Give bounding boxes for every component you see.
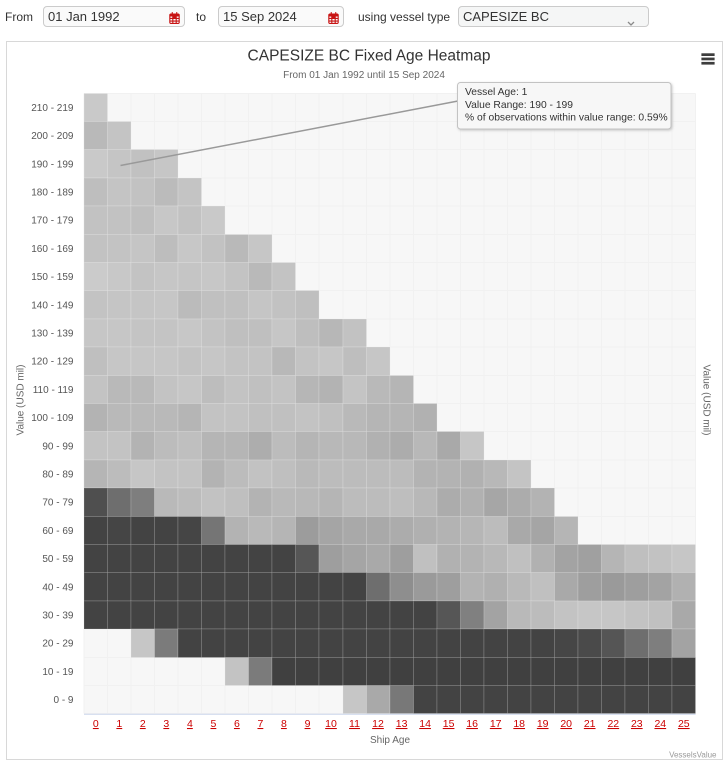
svg-text:13: 13: [396, 718, 408, 730]
svg-text:20: 20: [560, 718, 572, 730]
svg-text:Value Range: 190 - 199: Value Range: 190 - 199: [465, 100, 573, 111]
svg-text:From 01 Jan 1992 until 15 Sep: From 01 Jan 1992 until 15 Sep 2024: [283, 70, 445, 81]
svg-text:20 - 29: 20 - 29: [42, 639, 74, 650]
svg-text:9: 9: [305, 718, 311, 730]
svg-text:21: 21: [584, 718, 596, 730]
svg-text:Value (USD mil): Value (USD mil): [16, 365, 27, 436]
svg-text:% of observations within value: % of observations within value range: 0.…: [465, 112, 668, 123]
svg-text:4: 4: [187, 718, 193, 730]
svg-text:CAPESIZE BC Fixed Age Heatmap: CAPESIZE BC Fixed Age Heatmap: [248, 48, 491, 65]
svg-text:30 - 39: 30 - 39: [42, 611, 74, 622]
svg-text:90 - 99: 90 - 99: [42, 441, 74, 452]
svg-text:14: 14: [419, 718, 431, 730]
svg-text:17: 17: [490, 718, 502, 730]
svg-text:180 - 189: 180 - 189: [31, 188, 74, 199]
svg-text:40 - 49: 40 - 49: [42, 582, 74, 593]
svg-text:170 - 179: 170 - 179: [31, 216, 74, 227]
svg-text:8: 8: [281, 718, 287, 730]
svg-text:120 - 129: 120 - 129: [31, 357, 74, 368]
svg-text:1: 1: [116, 718, 122, 730]
svg-text:0: 0: [93, 718, 99, 730]
svg-text:22: 22: [607, 718, 619, 730]
svg-text:3: 3: [163, 718, 169, 730]
svg-text:24: 24: [654, 718, 666, 730]
svg-text:130 - 139: 130 - 139: [31, 329, 74, 340]
svg-text:80 - 89: 80 - 89: [42, 470, 74, 481]
svg-text:11: 11: [349, 718, 360, 730]
svg-text:60 - 69: 60 - 69: [42, 526, 74, 537]
svg-text:25: 25: [678, 718, 690, 730]
svg-text:200 - 209: 200 - 209: [31, 131, 74, 142]
svg-text:140 - 149: 140 - 149: [31, 300, 74, 311]
svg-text:18: 18: [513, 718, 525, 730]
svg-text:15: 15: [443, 718, 455, 730]
svg-text:150 - 159: 150 - 159: [31, 272, 74, 283]
svg-text:23: 23: [631, 718, 643, 730]
svg-text:5: 5: [210, 718, 216, 730]
svg-text:Vessel Age: 1: Vessel Age: 1: [465, 87, 528, 98]
svg-text:210 - 219: 210 - 219: [31, 103, 74, 114]
svg-text:VesselsValue: VesselsValue: [669, 751, 717, 760]
svg-text:100 - 109: 100 - 109: [31, 413, 74, 424]
svg-text:6: 6: [234, 718, 240, 730]
svg-text:0 - 9: 0 - 9: [53, 695, 73, 706]
svg-text:12: 12: [372, 718, 384, 730]
svg-text:2: 2: [140, 718, 146, 730]
svg-text:Value (USD mil): Value (USD mil): [701, 365, 712, 436]
svg-text:160 - 169: 160 - 169: [31, 244, 74, 255]
svg-text:10: 10: [325, 718, 337, 730]
svg-text:7: 7: [257, 718, 263, 730]
svg-text:190 - 199: 190 - 199: [31, 159, 74, 170]
svg-text:70 - 79: 70 - 79: [42, 498, 74, 509]
svg-text:16: 16: [466, 718, 478, 730]
svg-text:110 - 119: 110 - 119: [33, 385, 74, 396]
svg-text:10 - 19: 10 - 19: [42, 667, 74, 678]
svg-text:19: 19: [537, 718, 549, 730]
svg-text:Ship Age: Ship Age: [370, 735, 410, 746]
svg-text:50 - 59: 50 - 59: [42, 554, 74, 565]
